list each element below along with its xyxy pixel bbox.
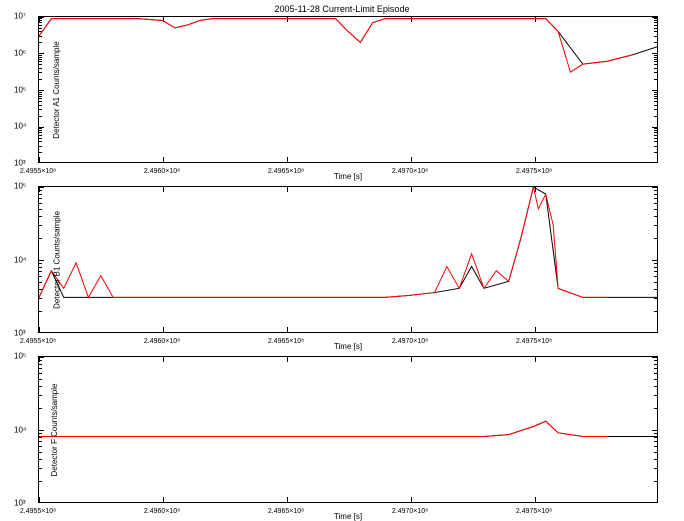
panel-2: 10³10⁴10⁵2.4955×10⁸2.4960×10⁸2.4965×10⁸2…: [38, 356, 658, 503]
figure: 2005-11-28 Current-Limit Episode 10³10⁴1…: [0, 0, 684, 518]
plot-area: [38, 356, 658, 503]
ytick-label: 10⁷: [14, 12, 26, 21]
ytick-label: 10⁵: [14, 352, 26, 361]
data-svg: [39, 187, 657, 332]
ytick-label: 10³: [14, 499, 26, 508]
ylabel: Detector F Counts/sample: [50, 383, 59, 476]
ytick-label: 10⁵: [14, 85, 26, 94]
xlabel: Time [s]: [38, 342, 658, 351]
panel-1: 10³10⁴10⁵2.4955×10⁸2.4960×10⁸2.4965×10⁸2…: [38, 186, 658, 333]
ylabel: Detector A1 Counts/sample: [52, 41, 61, 138]
series-line-1: [39, 187, 608, 297]
plot-area: [38, 186, 658, 333]
series-line-1: [39, 421, 608, 436]
ytick-label: 10⁴: [14, 255, 26, 264]
xlabel: Time [s]: [38, 512, 658, 521]
ytick-label: 10³: [14, 329, 26, 338]
xlabel: Time [s]: [38, 172, 658, 181]
ytick-label: 10⁶: [14, 48, 26, 57]
ytick-label: 10⁴: [14, 425, 26, 434]
plot-area: [38, 16, 658, 163]
ytick-label: 10⁵: [14, 182, 26, 191]
ytick-label: 10⁴: [14, 122, 26, 131]
ytick-label: 10³: [14, 159, 26, 168]
series-line-0: [39, 187, 657, 297]
panel-0: 10³10⁴10⁵10⁶10⁷2.4955×10⁸2.4960×10⁸2.496…: [38, 16, 658, 163]
data-svg: [39, 357, 657, 502]
data-svg: [39, 17, 657, 162]
main-title: 2005-11-28 Current-Limit Episode: [0, 4, 684, 14]
ylabel: Detector B1 Counts/sample: [52, 211, 61, 309]
series-line-1: [39, 19, 632, 83]
